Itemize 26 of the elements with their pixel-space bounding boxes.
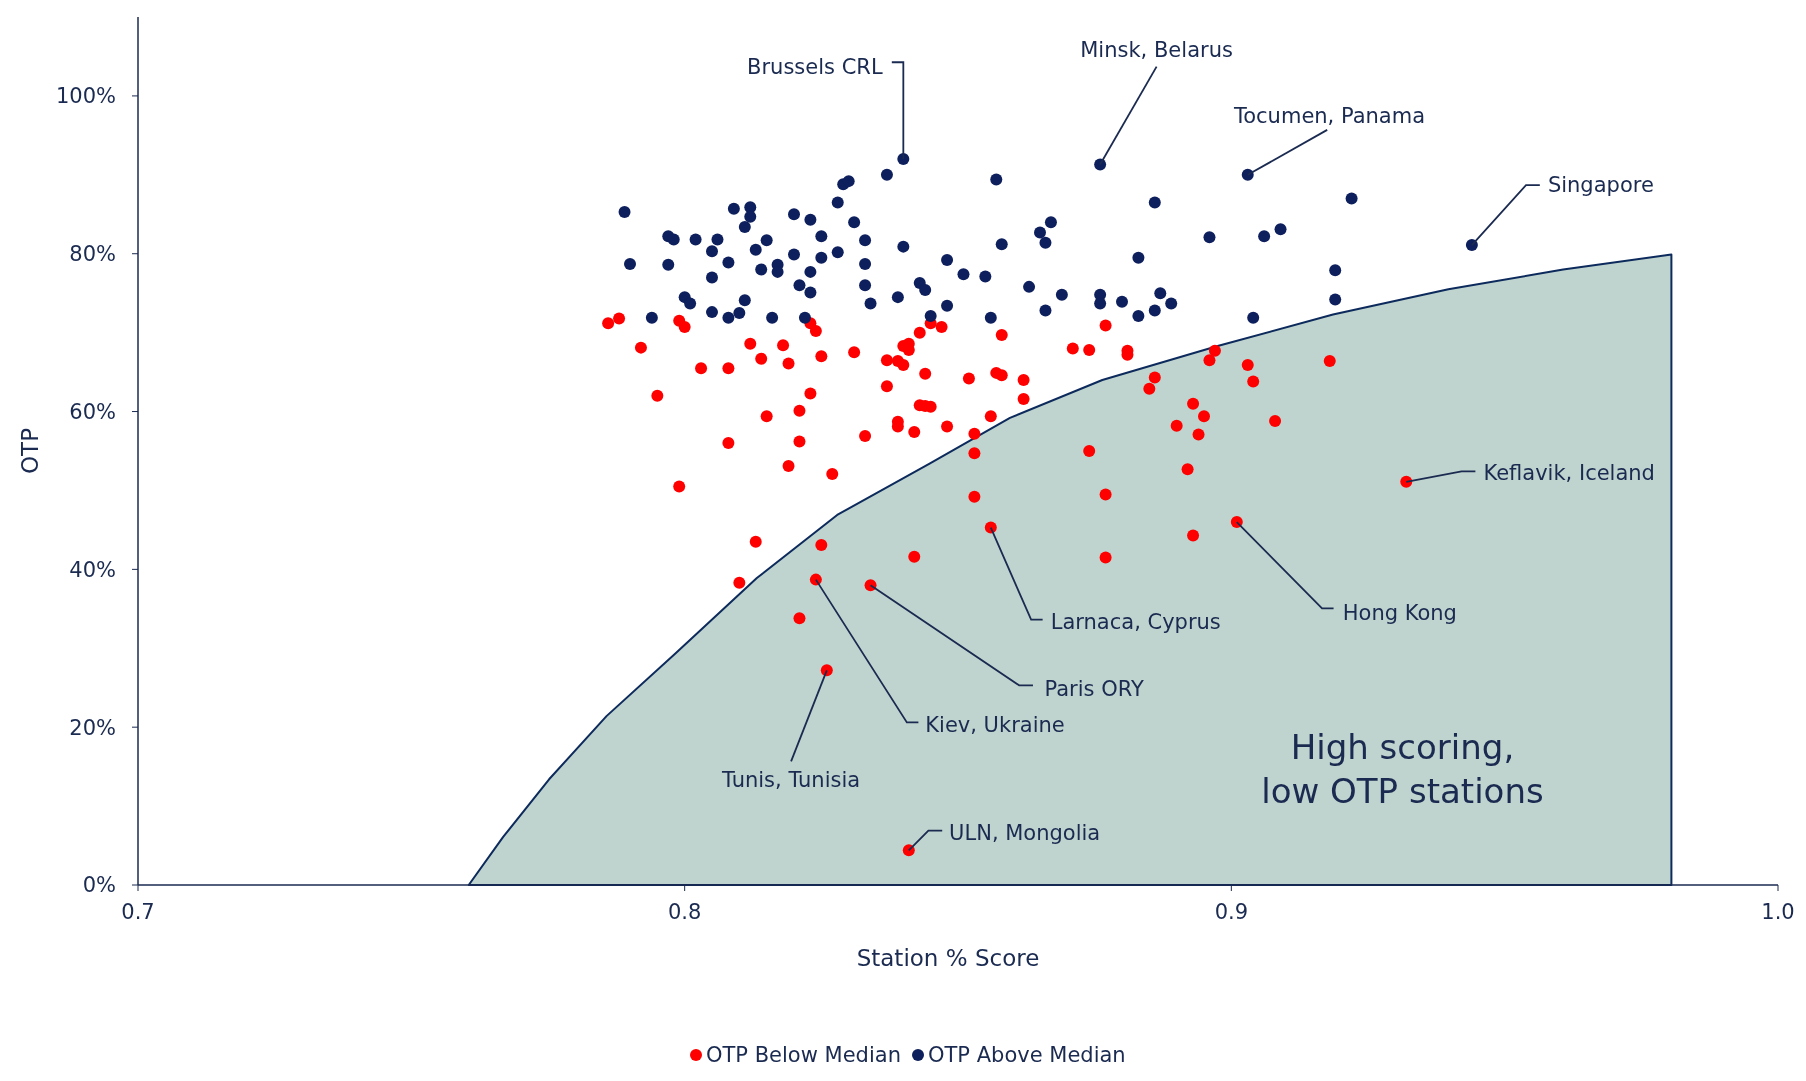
x-tick-label: 0.8 xyxy=(667,900,702,924)
annotation: Minsk, Belarus xyxy=(1080,37,1233,62)
annotation: Larnaca, Cyprus xyxy=(1050,610,1221,635)
annotation: Singapore xyxy=(1547,173,1654,198)
annotation: Tocumen, Panama xyxy=(1232,104,1426,129)
annotation: Hong Kong xyxy=(1342,601,1457,626)
x-tick-label: 0.7 xyxy=(121,900,155,924)
y-tick-label: 40% xyxy=(69,557,116,582)
annotation: Keflavik, Iceland xyxy=(1483,460,1655,485)
legend-label: OTP Below Median xyxy=(706,1043,901,1068)
annotation: Kiev, Ukraine xyxy=(925,713,1065,738)
y-tick-label: 80% xyxy=(69,242,116,267)
annotation: Paris ORY xyxy=(1044,677,1144,702)
x-tick-label: 0.9 xyxy=(1214,900,1249,924)
y-tick-label: 60% xyxy=(69,399,116,424)
annotation: Brussels CRL xyxy=(747,55,883,80)
x-tick-label: 1.0 xyxy=(1761,900,1795,924)
y-tick-label: 100% xyxy=(55,84,116,109)
y-tick-label: 0% xyxy=(82,873,116,898)
annotation: ULN, Mongolia xyxy=(949,821,1101,846)
annotation: High scoring, low OTP stations xyxy=(1261,726,1544,811)
x-axis-title: Station % Score xyxy=(856,945,1040,971)
annotation: Tunis, Tunisia xyxy=(721,768,861,793)
legend-label: OTP Above Median xyxy=(928,1043,1126,1068)
y-axis-title: OTP xyxy=(17,427,43,475)
y-tick-label: 20% xyxy=(69,715,116,740)
